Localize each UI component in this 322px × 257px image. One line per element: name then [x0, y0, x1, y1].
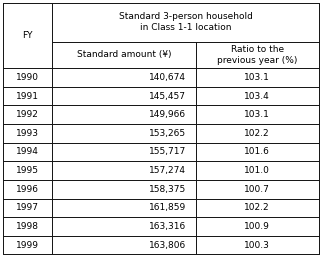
Bar	[52, 87, 196, 105]
Text: 102.2: 102.2	[244, 129, 270, 138]
Bar	[3, 236, 52, 254]
Text: 1994: 1994	[16, 148, 39, 157]
Text: 1996: 1996	[16, 185, 39, 194]
Text: 163,806: 163,806	[149, 241, 186, 250]
Text: 100.7: 100.7	[244, 185, 270, 194]
Bar	[3, 87, 52, 105]
Bar	[52, 198, 196, 217]
Bar	[52, 236, 196, 254]
Bar	[52, 3, 319, 42]
Text: FY: FY	[23, 31, 33, 40]
Bar	[52, 161, 196, 180]
Bar	[52, 143, 196, 161]
Text: 1993: 1993	[16, 129, 39, 138]
Bar	[3, 217, 52, 236]
Text: 100.9: 100.9	[244, 222, 270, 231]
Bar	[196, 217, 319, 236]
Text: 1992: 1992	[16, 110, 39, 119]
Bar	[3, 180, 52, 198]
Text: 161,859: 161,859	[149, 203, 186, 212]
Bar	[52, 68, 196, 87]
Text: 1998: 1998	[16, 222, 39, 231]
Bar	[52, 124, 196, 143]
Text: 145,457: 145,457	[149, 91, 186, 100]
Text: 149,966: 149,966	[149, 110, 186, 119]
Text: Ratio to the
previous year (%): Ratio to the previous year (%)	[217, 45, 298, 65]
Bar	[3, 198, 52, 217]
Text: 1995: 1995	[16, 166, 39, 175]
Text: 1991: 1991	[16, 91, 39, 100]
Bar	[3, 68, 52, 87]
Bar	[52, 105, 196, 124]
Bar	[196, 124, 319, 143]
Text: 140,674: 140,674	[149, 73, 186, 82]
Bar	[52, 42, 196, 68]
Text: 102.2: 102.2	[244, 203, 270, 212]
Text: 155,717: 155,717	[149, 148, 186, 157]
Text: 101.6: 101.6	[244, 148, 270, 157]
Bar	[3, 143, 52, 161]
Text: 157,274: 157,274	[149, 166, 186, 175]
Bar	[196, 68, 319, 87]
Bar	[196, 42, 319, 68]
Text: 103.1: 103.1	[244, 110, 270, 119]
Bar	[196, 87, 319, 105]
Text: 103.1: 103.1	[244, 73, 270, 82]
Bar	[196, 143, 319, 161]
Text: 1999: 1999	[16, 241, 39, 250]
Text: 163,316: 163,316	[149, 222, 186, 231]
Text: 103.4: 103.4	[244, 91, 270, 100]
Text: 153,265: 153,265	[149, 129, 186, 138]
Bar	[3, 3, 52, 68]
Bar	[3, 161, 52, 180]
Text: Standard amount (¥): Standard amount (¥)	[77, 50, 171, 59]
Text: 1997: 1997	[16, 203, 39, 212]
Text: 1990: 1990	[16, 73, 39, 82]
Text: 158,375: 158,375	[149, 185, 186, 194]
Bar	[196, 180, 319, 198]
Text: 100.3: 100.3	[244, 241, 270, 250]
Bar	[196, 198, 319, 217]
Text: Standard 3-person household
in Class 1-1 location: Standard 3-person household in Class 1-1…	[118, 12, 252, 32]
Bar	[52, 217, 196, 236]
Bar	[196, 161, 319, 180]
Bar	[3, 124, 52, 143]
Bar	[52, 180, 196, 198]
Bar	[196, 105, 319, 124]
Bar	[196, 236, 319, 254]
Bar	[3, 105, 52, 124]
Text: 101.0: 101.0	[244, 166, 270, 175]
